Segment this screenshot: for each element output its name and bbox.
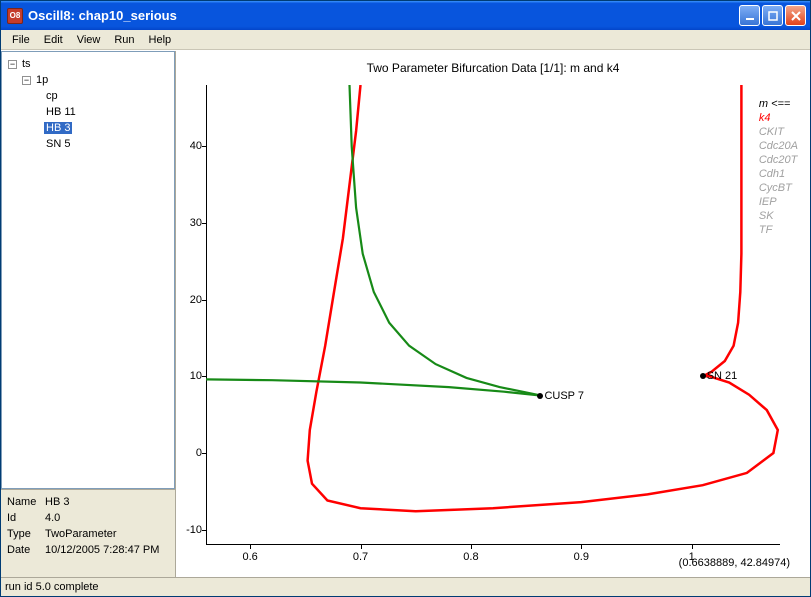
- y-tick-label: 20: [178, 294, 202, 306]
- app-icon: O8: [7, 8, 23, 24]
- curve: [350, 85, 541, 396]
- left-pane: − ts − 1p cpHB 11HB 3SN 5 NameHB 3 Id4.0…: [1, 51, 176, 577]
- point-label: CUSP 7: [544, 390, 584, 402]
- window-title: Oscill8: chap10_serious: [28, 8, 739, 23]
- run-tree[interactable]: − ts − 1p cp HB 11 HB 3 SN 5: [1, 51, 175, 489]
- y-tick-label: 10: [178, 370, 202, 382]
- tree-label[interactable]: SN 5: [44, 138, 72, 150]
- menu-run[interactable]: Run: [107, 32, 141, 48]
- client-area: − ts − 1p cpHB 11HB 3SN 5 NameHB 3 Id4.0…: [1, 50, 810, 577]
- status-text: run id 5.0 complete: [5, 581, 99, 593]
- y-tick-label: 0: [178, 447, 202, 459]
- menu-view[interactable]: View: [70, 32, 108, 48]
- tree-label[interactable]: cp: [44, 90, 60, 102]
- close-button[interactable]: [785, 5, 806, 26]
- info-key: Type: [7, 528, 45, 540]
- info-id: 4.0: [45, 512, 60, 524]
- statusbar: run id 5.0 complete: [1, 577, 810, 596]
- tree-label[interactable]: HB 11: [44, 106, 78, 118]
- info-date: 10/12/2005 7:28:47 PM: [45, 544, 159, 556]
- x-tick: [250, 545, 251, 549]
- curve: [206, 379, 541, 395]
- menubar: File Edit View Run Help: [1, 30, 810, 50]
- bifurcation-point[interactable]: [700, 373, 706, 379]
- x-tick: [581, 545, 582, 549]
- x-tick: [361, 545, 362, 549]
- y-tick-label: -10: [178, 524, 202, 536]
- info-key: Id: [7, 512, 45, 524]
- bifurcation-point[interactable]: [537, 393, 543, 399]
- tree-leaf[interactable]: cp: [4, 88, 172, 104]
- maximize-button[interactable]: [762, 5, 783, 26]
- y-tick: [202, 300, 206, 301]
- y-tick: [202, 453, 206, 454]
- x-tick: [692, 545, 693, 549]
- x-tick-label: 0.7: [353, 551, 368, 563]
- app-window: O8 Oscill8: chap10_serious File Edit Vie…: [0, 0, 811, 597]
- menu-file[interactable]: File: [5, 32, 37, 48]
- tree-label[interactable]: HB 3: [44, 122, 72, 134]
- tree-label[interactable]: 1p: [34, 74, 50, 86]
- menu-help[interactable]: Help: [142, 32, 179, 48]
- info-name: HB 3: [45, 496, 69, 508]
- curve: [308, 85, 778, 511]
- tree-label[interactable]: ts: [20, 58, 33, 70]
- y-tick: [202, 223, 206, 224]
- titlebar[interactable]: O8 Oscill8: chap10_serious: [1, 1, 810, 30]
- x-tick-label: 0.8: [463, 551, 478, 563]
- x-tick-label: 0.9: [574, 551, 589, 563]
- window-controls: [739, 5, 806, 26]
- minimize-button[interactable]: [739, 5, 760, 26]
- plot-curves: [206, 85, 780, 545]
- tree-leaf[interactable]: HB 3: [4, 120, 172, 136]
- menu-edit[interactable]: Edit: [37, 32, 70, 48]
- y-tick: [202, 146, 206, 147]
- tree-node-1p[interactable]: − 1p: [4, 72, 172, 88]
- info-panel: NameHB 3 Id4.0 TypeTwoParameter Date10/1…: [1, 489, 175, 577]
- x-tick-label: 0.6: [242, 551, 257, 563]
- plot-pane[interactable]: Two Parameter Bifurcation Data [1/1]: m …: [176, 51, 810, 577]
- cursor-coords: (0.6638889, 42.84974): [679, 557, 790, 569]
- plot-axes[interactable]: -100102030400.60.70.80.91CUSP 7SN 21: [206, 85, 780, 545]
- plot-title: Two Parameter Bifurcation Data [1/1]: m …: [176, 61, 810, 75]
- tree-leaf[interactable]: HB 11: [4, 104, 172, 120]
- y-tick-label: 30: [178, 217, 202, 229]
- y-tick-label: 40: [178, 140, 202, 152]
- info-type: TwoParameter: [45, 528, 117, 540]
- info-key: Date: [7, 544, 45, 556]
- x-tick: [471, 545, 472, 549]
- y-tick: [202, 530, 206, 531]
- y-tick: [202, 376, 206, 377]
- tree-leaf[interactable]: SN 5: [4, 136, 172, 152]
- info-key: Name: [7, 496, 45, 508]
- point-label: SN 21: [707, 370, 738, 382]
- collapse-icon[interactable]: −: [22, 76, 31, 85]
- collapse-icon[interactable]: −: [8, 60, 17, 69]
- tree-node-ts[interactable]: − ts: [4, 56, 172, 72]
